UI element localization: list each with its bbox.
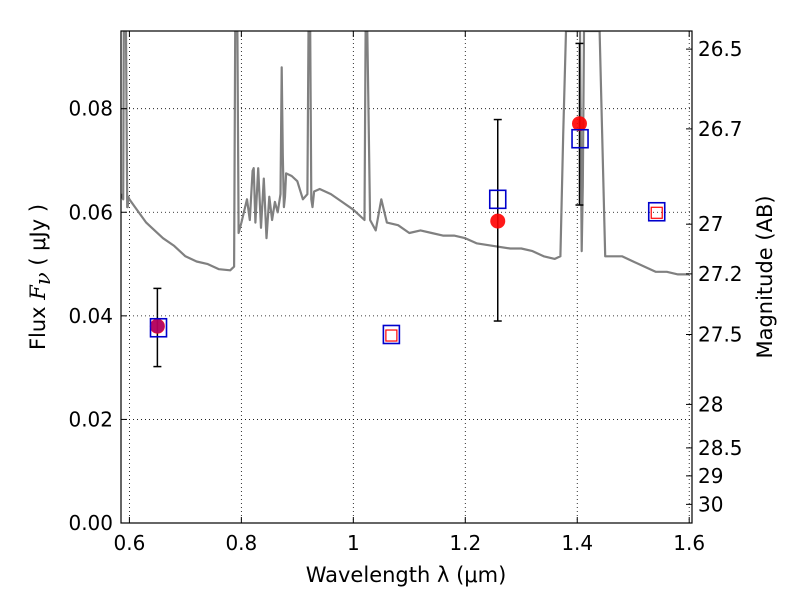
model-square: [382, 324, 401, 345]
right-tick-label: 30: [698, 492, 723, 516]
overlap-point: [150, 319, 165, 334]
limit-square: [385, 329, 398, 342]
x-tick-label: 1.2: [449, 531, 481, 555]
markers: [149, 42, 666, 368]
axis-ticks: 0.6 0.8 1 1.2 1.4 1.6 0.00 0.02 0.04 0.06 0.08 26.5…: [68, 31, 743, 555]
sed-line: [121, 31, 690, 276]
observed-point: [490, 213, 506, 229]
right-axis-label: Magnitude (AB): [753, 195, 777, 358]
grid: [121, 31, 692, 524]
right-tick-label: 27.5: [698, 322, 743, 346]
y-axis-label-unit: ( μJy ): [26, 204, 50, 272]
model-square: [488, 189, 507, 210]
y-tick-label: 0.04: [68, 304, 113, 328]
x-tick-label: 0.6: [113, 531, 145, 555]
y-tick-label: 0.02: [68, 407, 113, 431]
svg-text:Flux Fν ( μJy ): Flux Fν ( μJy ): [26, 204, 55, 350]
limit-square: [650, 206, 663, 219]
x-tick-label: 1.6: [673, 531, 705, 555]
y-tick-label: 0.06: [68, 200, 113, 224]
plot-area: [121, 31, 690, 276]
x-tick-label: 0.8: [225, 531, 257, 555]
observed-point: [571, 116, 587, 132]
model-square: [149, 317, 168, 338]
model-square: [647, 201, 666, 222]
y-axis-label-fnu: F: [26, 284, 50, 301]
right-tick-label: 27: [698, 212, 723, 236]
x-axis-label: Wavelength λ (μm): [306, 563, 507, 587]
right-tick-label: 28: [698, 392, 723, 416]
right-tick-label: 26.5: [698, 37, 743, 61]
y-axis-label-nu: ν: [31, 272, 55, 285]
right-tick-label: 28.5: [698, 436, 743, 460]
right-tick-label: 26.7: [698, 117, 743, 141]
y-axis-label-flux: Flux: [26, 300, 50, 350]
model-square: [571, 128, 589, 149]
x-tick-label: 1.4: [561, 531, 593, 555]
y-tick-label: 0.08: [68, 97, 113, 121]
right-tick-label: 29: [698, 464, 723, 488]
y-tick-label: 0.00: [68, 511, 113, 535]
y-axis-label: Flux Fν ( μJy ): [26, 204, 55, 350]
plot-frame: [120, 30, 693, 524]
x-tick-label: 1: [347, 531, 360, 555]
right-tick-label: 27.2: [698, 262, 743, 286]
